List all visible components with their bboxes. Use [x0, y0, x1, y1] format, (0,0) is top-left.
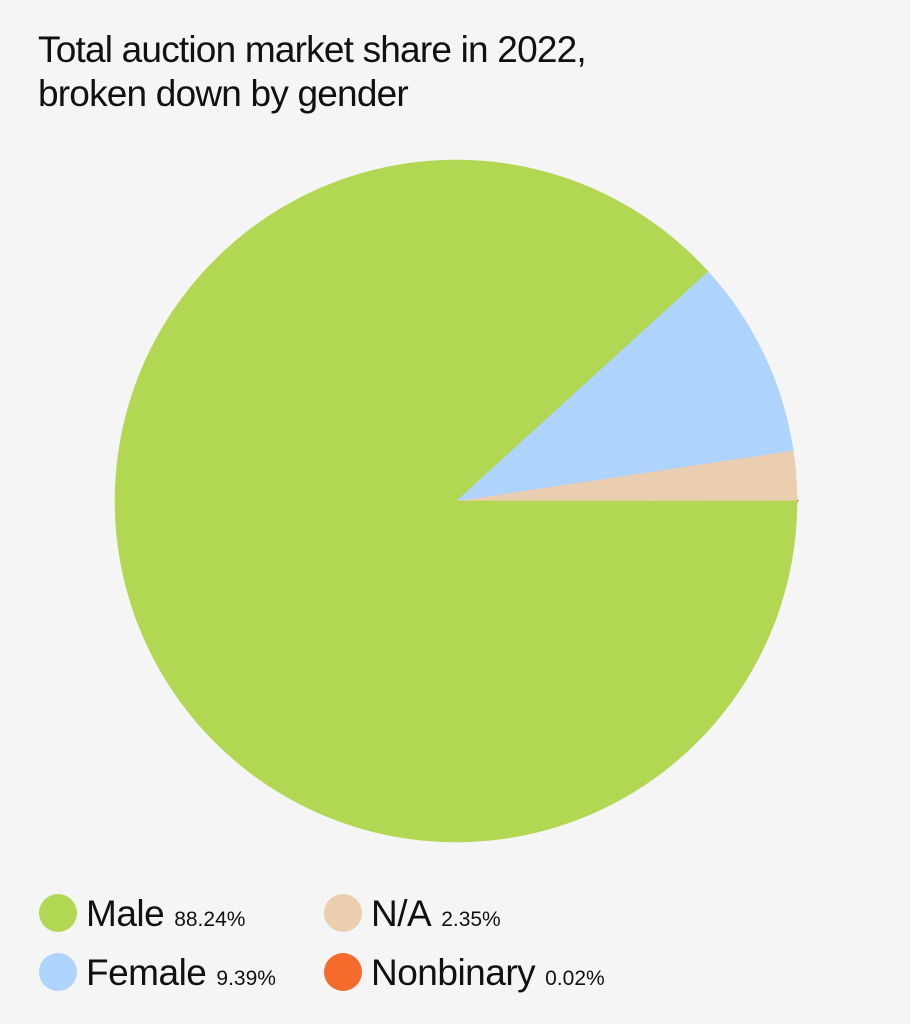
legend-value: 0.02% [545, 967, 605, 990]
legend-label: Male 88.24% [86, 893, 245, 934]
pie-slice [455, 271, 794, 502]
legend-value: 2.35% [441, 908, 501, 931]
chart-title: Total auction market share in 2022, brok… [38, 29, 587, 114]
legend-swatch [324, 894, 362, 932]
legend-swatch [39, 894, 77, 932]
legend-label: Female 9.39% [86, 952, 276, 993]
legend-label: Nonbinary 0.02% [371, 952, 605, 993]
legend-name: N/A [371, 893, 432, 934]
legend-label: N/A 2.35% [371, 893, 501, 934]
pie-slice [114, 159, 798, 843]
legend-value: 88.24% [174, 908, 245, 931]
legend-name: Male [86, 893, 164, 934]
legend-name: Female [86, 952, 206, 993]
legend-swatch [324, 953, 362, 991]
legend-swatch [39, 953, 77, 991]
legend-value: 9.39% [216, 967, 276, 990]
legend-name: Nonbinary [371, 952, 536, 993]
